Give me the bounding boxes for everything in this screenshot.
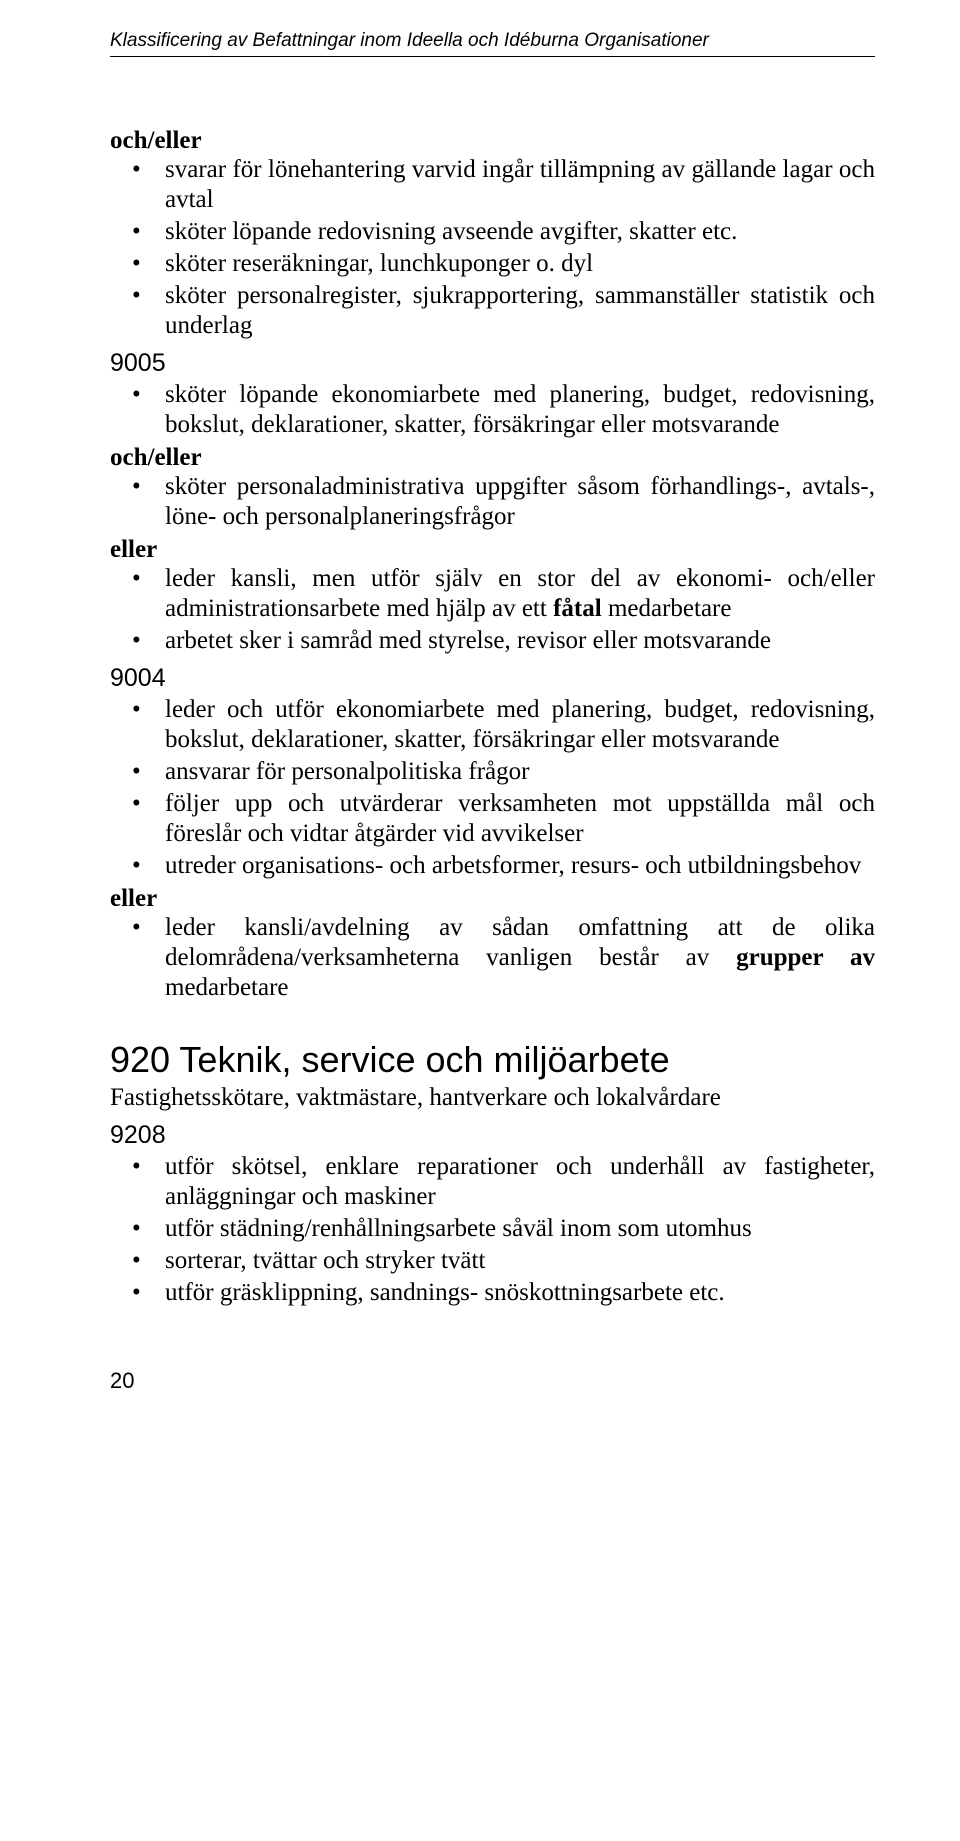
list-item: leder kansli/avdelning av sådan omfattni… xyxy=(110,913,875,1003)
list-item: utför städning/renhållningsarbete såväl … xyxy=(110,1214,875,1244)
list-item: sorterar, tvättar och stryker tvätt xyxy=(110,1246,875,1276)
group-label-ocheller-2: och/eller xyxy=(110,444,875,472)
section-subtitle-920: Fastighetsskötare, vaktmästare, hantverk… xyxy=(110,1083,875,1113)
running-header: Klassificering av Befattningar inom Idee… xyxy=(110,30,875,52)
list-item: utreder organisations- och arbetsformer,… xyxy=(110,851,875,881)
bullet-list-9208: utför skötsel, enklare reparationer och … xyxy=(110,1152,875,1308)
list-item: följer upp och utvärderar verksamheten m… xyxy=(110,789,875,849)
code-9004: 9004 xyxy=(110,664,875,693)
list-item: utför gräsklippning, sandnings- snöskott… xyxy=(110,1278,875,1308)
group-label-ocheller-1: och/eller xyxy=(110,127,875,155)
list-item: ansvarar för personalpolitiska frågor xyxy=(110,757,875,787)
list-item: sköter löpande redovisning avseende avgi… xyxy=(110,217,875,247)
bullet-list-eller-2: leder kansli/avdelning av sådan omfattni… xyxy=(110,913,875,1003)
list-item: sköter reseräkningar, lunchkuponger o. d… xyxy=(110,249,875,279)
list-item: leder kansli, men utför själv en stor de… xyxy=(110,564,875,624)
list-item: sköter personaladministrativa uppgifter … xyxy=(110,472,875,532)
section-title-920: 920 Teknik, service och miljöarbete xyxy=(110,1039,875,1081)
list-item: sköter löpande ekonomiarbete med planeri… xyxy=(110,380,875,440)
page-number: 20 xyxy=(110,1368,875,1394)
group-label-eller-2: eller xyxy=(110,885,875,913)
list-item: sköter personalregister, sjukrapporterin… xyxy=(110,281,875,341)
code-9208: 9208 xyxy=(110,1121,875,1150)
list-item: leder och utför ekonomiarbete med planer… xyxy=(110,695,875,755)
list-item: arbetet sker i samråd med styrelse, revi… xyxy=(110,626,875,656)
bullet-list-ocheller-1: svarar för lönehantering varvid ingår ti… xyxy=(110,155,875,341)
list-item: svarar för lönehantering varvid ingår ti… xyxy=(110,155,875,215)
list-item: utför skötsel, enklare reparationer och … xyxy=(110,1152,875,1212)
header-rule xyxy=(110,56,875,57)
bullet-list-ocheller-2: sköter personaladministrativa uppgifter … xyxy=(110,472,875,532)
bullet-list-eller-1: leder kansli, men utför själv en stor de… xyxy=(110,564,875,656)
bullet-list-9004: leder och utför ekonomiarbete med planer… xyxy=(110,695,875,881)
bullet-list-9005: sköter löpande ekonomiarbete med planeri… xyxy=(110,380,875,440)
code-9005: 9005 xyxy=(110,349,875,378)
group-label-eller-1: eller xyxy=(110,536,875,564)
